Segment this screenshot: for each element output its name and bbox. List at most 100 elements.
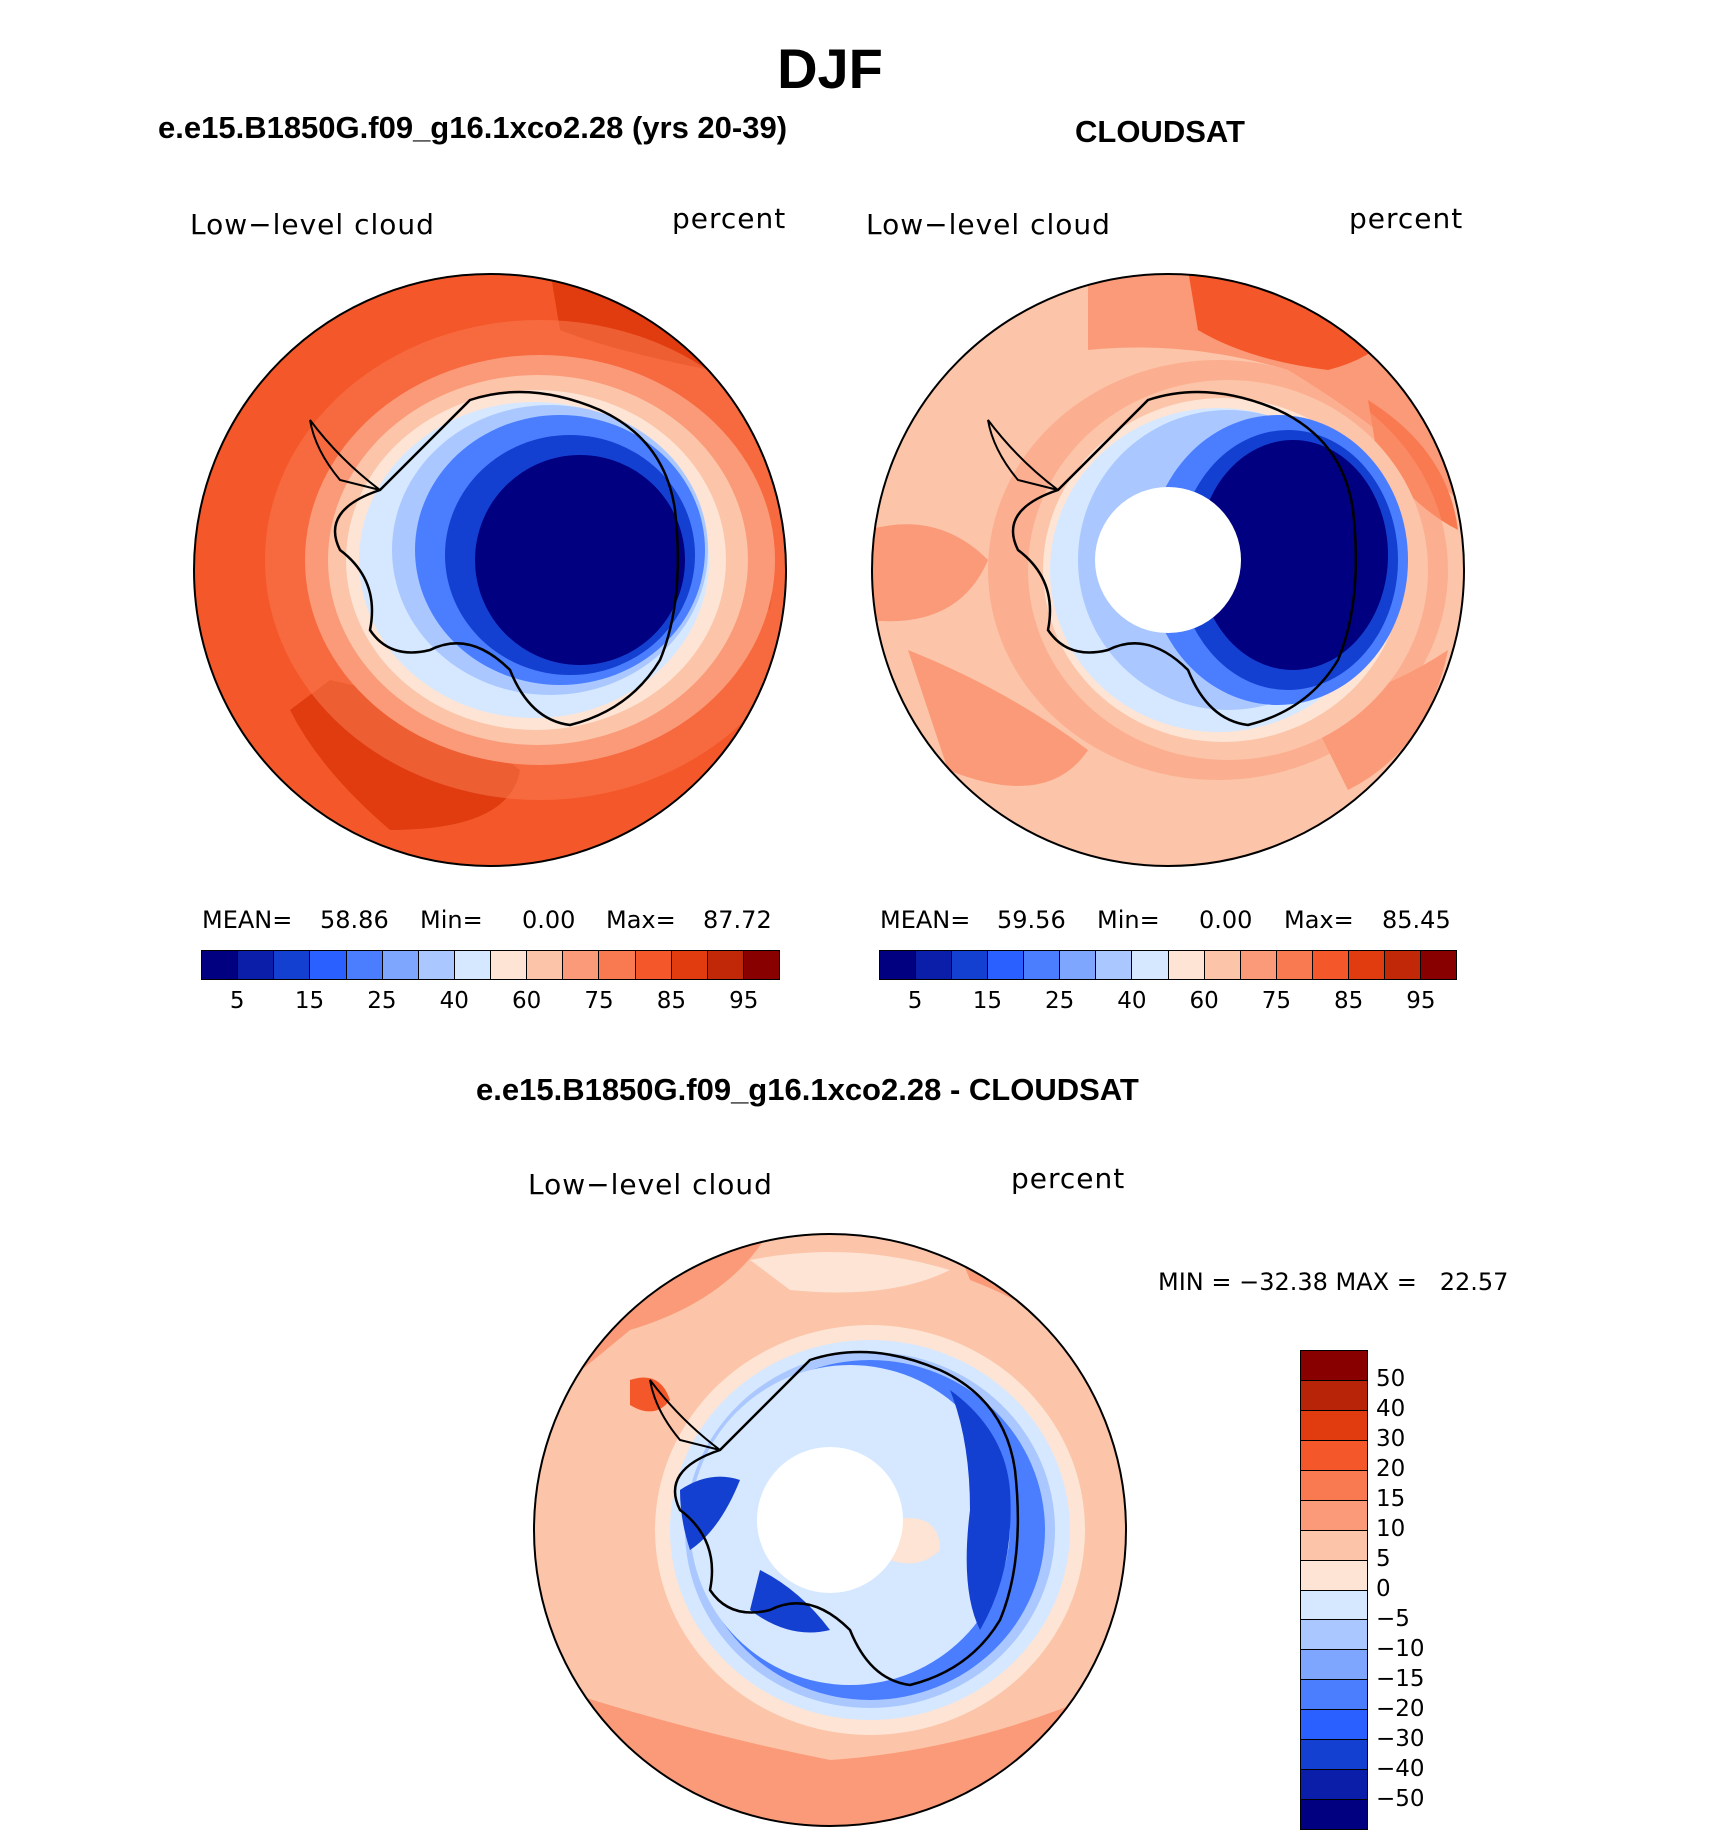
panel1-polar-map (193, 273, 787, 867)
colorbar-tick-label: 15 (972, 988, 1003, 1014)
colorbar-tick-label: 40 (439, 988, 469, 1014)
colorbar-tick-label: 20 (1376, 1456, 1406, 1482)
colorbar-tick-label: 60 (512, 988, 542, 1014)
colorbar-swatch (1301, 1740, 1367, 1771)
colorbar-swatch (1384, 951, 1421, 979)
colorbar-tick-label: 0 (1376, 1576, 1391, 1602)
panel1-mean-value: 58.86 (320, 906, 389, 934)
panel3-units-label: percent (1011, 1162, 1126, 1195)
panel1-max-value: 87.72 (703, 906, 772, 934)
panel3-map-border (533, 1233, 1127, 1827)
colorbar-tick-label: −10 (1376, 1636, 1425, 1662)
colorbar-swatch (382, 951, 419, 979)
colorbar-swatch (1301, 1620, 1367, 1651)
colorbar-swatch (274, 951, 311, 979)
colorbar-tick-label: −30 (1376, 1726, 1425, 1752)
panel2-title: CLOUDSAT (1075, 114, 1245, 149)
figure-title: DJF (777, 37, 883, 100)
panel2-antarctica-coastline (1011, 390, 1358, 727)
colorbar-tick-label: 15 (1376, 1486, 1406, 1512)
colorbar-swatch (310, 951, 347, 979)
colorbar-swatch (1301, 1380, 1367, 1411)
panel3-colorbar (1300, 1350, 1368, 1830)
colorbar-tick-label: 60 (1189, 988, 1219, 1014)
panel1-max-label: Max= (606, 906, 676, 934)
colorbar-swatch (1301, 1680, 1367, 1711)
panel2-min-value: 0.00 (1199, 906, 1253, 934)
colorbar-tick-label: 85 (656, 988, 687, 1014)
colorbar-swatch (1301, 1770, 1367, 1801)
panel1-min-label: Min= (420, 906, 483, 934)
panel1-min-value: 0.00 (522, 906, 576, 934)
panel2-variable-label: Low−level cloud (866, 208, 1111, 241)
panel2-polar-data-gap (1095, 487, 1241, 633)
colorbar-swatch (1301, 1530, 1367, 1561)
colorbar-swatch (1060, 951, 1097, 979)
colorbar-swatch (454, 951, 491, 979)
colorbar-tick-label: 85 (1333, 988, 1364, 1014)
colorbar-tick-label: 75 (1261, 988, 1292, 1014)
colorbar-tick-label: 5 (907, 988, 923, 1014)
colorbar-swatch (1168, 951, 1205, 979)
colorbar-swatch (202, 951, 239, 979)
colorbar-tick-label: −20 (1376, 1696, 1425, 1722)
colorbar-swatch (1420, 951, 1456, 979)
colorbar-swatch (1301, 1440, 1367, 1471)
colorbar-swatch (527, 951, 564, 979)
colorbar-swatch (1301, 1500, 1367, 1531)
panel2-max-label: Max= (1284, 906, 1354, 934)
colorbar-swatch (707, 951, 744, 979)
colorbar-swatch (1240, 951, 1277, 979)
panel3-variable-label: Low−level cloud (528, 1168, 773, 1201)
panel2-map-border (871, 273, 1465, 867)
colorbar-swatch (563, 951, 600, 979)
colorbar-swatch (743, 951, 779, 979)
colorbar-swatch (635, 951, 672, 979)
colorbar-swatch (1276, 951, 1313, 979)
colorbar-tick-label: 30 (1376, 1426, 1406, 1452)
panel1-map-border (193, 273, 787, 867)
colorbar-tick-label: 15 (294, 988, 325, 1014)
panel1-variable-label: Low−level cloud (190, 208, 435, 241)
panel2-polar-map (871, 273, 1465, 867)
panel2-max-value: 85.45 (1382, 906, 1451, 934)
colorbar-swatch (1301, 1650, 1367, 1681)
colorbar-swatch (1132, 951, 1169, 979)
panel2-mean-label: MEAN= (880, 906, 971, 934)
panel1-colorbar (201, 950, 780, 980)
colorbar-swatch (952, 951, 989, 979)
colorbar-tick-label: 40 (1117, 988, 1147, 1014)
panel3-title: e.e15.B1850G.f09_g16.1xco2.28 - CLOUDSAT (476, 1072, 1139, 1107)
colorbar-swatch (238, 951, 275, 979)
colorbar-swatch (1312, 951, 1349, 979)
colorbar-tick-label: 5 (229, 988, 245, 1014)
colorbar-tick-label: −15 (1376, 1666, 1425, 1692)
colorbar-swatch (1204, 951, 1241, 979)
colorbar-tick-label: 50 (1376, 1366, 1406, 1392)
colorbar-swatch (418, 951, 455, 979)
colorbar-swatch (346, 951, 383, 979)
colorbar-swatch (1348, 951, 1385, 979)
panel1-mean-label: MEAN= (202, 906, 293, 934)
colorbar-swatch (988, 951, 1025, 979)
colorbar-tick-label: 95 (729, 988, 759, 1014)
colorbar-swatch (1301, 1710, 1367, 1741)
colorbar-tick-label: −50 (1376, 1786, 1425, 1812)
colorbar-tick-label: −5 (1376, 1606, 1410, 1632)
panel3-polar-data-gap (757, 1447, 903, 1593)
colorbar-swatch (1301, 1560, 1367, 1591)
panel2-mean-value: 59.56 (997, 906, 1066, 934)
panel2-units-label: percent (1349, 202, 1464, 235)
panel1-title: e.e15.B1850G.f09_g16.1xco2.28 (yrs 20-39… (158, 110, 788, 145)
panel3-min-max-stats: MIN = −32.38 MAX = 22.57 (1158, 1268, 1509, 1296)
colorbar-tick-label: −40 (1376, 1756, 1425, 1782)
colorbar-swatch (671, 951, 708, 979)
colorbar-swatch (1024, 951, 1061, 979)
colorbar-swatch (1301, 1590, 1367, 1621)
colorbar-tick-label: 95 (1406, 988, 1436, 1014)
colorbar-swatch (599, 951, 636, 979)
colorbar-tick-label: 40 (1376, 1396, 1406, 1422)
panel3-polar-map (533, 1233, 1127, 1827)
panel1-antarctica-coastline (333, 390, 680, 727)
colorbar-swatch (1301, 1470, 1367, 1501)
